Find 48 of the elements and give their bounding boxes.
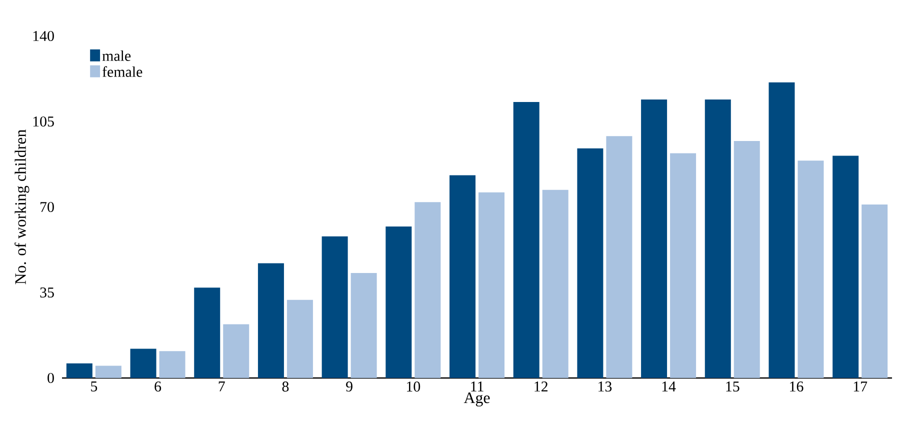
x-axis-title: Age	[464, 392, 490, 406]
bar	[641, 100, 668, 378]
bar	[542, 190, 568, 378]
legend-label: female	[102, 66, 142, 77]
bar	[862, 204, 888, 378]
x-tick-label: 6	[154, 382, 162, 392]
bar	[670, 153, 696, 378]
bar	[386, 226, 412, 378]
x-tick-label: 8	[282, 382, 289, 392]
x-tick-label: 17	[854, 382, 868, 392]
bar	[286, 300, 313, 378]
bar	[414, 202, 441, 378]
bar	[194, 288, 220, 378]
x-tick-label: 9	[346, 382, 352, 392]
x-tick-label: 12	[534, 382, 548, 392]
x-tick-label: 15	[726, 382, 740, 392]
x-tick-label: 10	[406, 382, 420, 392]
x-tick-label: 13	[598, 382, 612, 392]
x-tick-label: 7	[218, 382, 225, 392]
bar	[350, 272, 377, 378]
bar	[478, 192, 505, 378]
bar	[606, 136, 632, 378]
y-tick-label: 0	[48, 372, 54, 384]
bar	[798, 160, 824, 378]
bar	[258, 263, 284, 378]
bar	[577, 148, 604, 378]
y-axis-title: No. of working children	[14, 130, 30, 284]
legend-label: male	[102, 50, 131, 61]
x-tick-label: 5	[91, 382, 98, 392]
y-tick-label: 70	[40, 202, 54, 212]
bar	[768, 82, 795, 378]
x-tick-label: 14	[662, 382, 676, 392]
bar	[513, 102, 540, 378]
x-tick-label: 11	[471, 382, 484, 392]
bar	[450, 175, 476, 378]
bar	[130, 348, 156, 378]
y-tick-label: 35	[40, 287, 54, 298]
bar	[95, 366, 122, 378]
y-tick-label: 105	[33, 116, 54, 127]
bar	[322, 236, 348, 378]
bar	[704, 100, 731, 378]
bar	[66, 363, 92, 378]
bar	[734, 141, 760, 378]
bar	[159, 351, 186, 378]
y-tick-label: 140	[33, 30, 54, 42]
bar	[223, 324, 250, 378]
bar	[832, 156, 859, 378]
x-tick-label: 16	[790, 382, 804, 392]
